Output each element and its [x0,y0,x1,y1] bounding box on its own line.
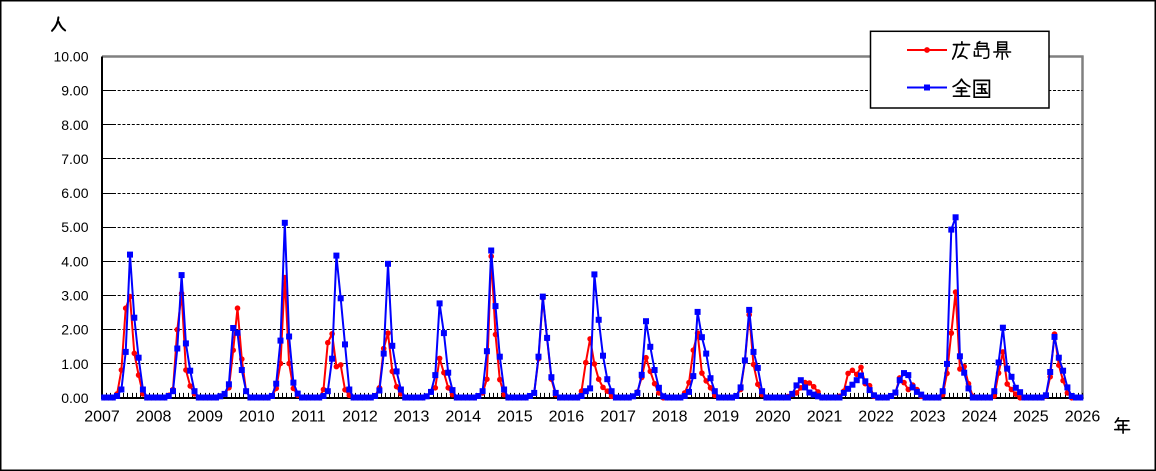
svg-text:8.00: 8.00 [61,117,88,133]
svg-text:2017: 2017 [600,409,636,426]
svg-text:2.00: 2.00 [61,322,88,338]
svg-text:2007: 2007 [84,409,120,426]
svg-text:2012: 2012 [342,409,378,426]
svg-text:5.00: 5.00 [61,219,88,235]
svg-text:6.00: 6.00 [61,185,88,201]
svg-text:2022: 2022 [858,409,894,426]
svg-text:2008: 2008 [136,409,172,426]
svg-text:2009: 2009 [187,409,223,426]
svg-text:2014: 2014 [445,409,481,426]
svg-text:2021: 2021 [807,409,843,426]
svg-text:2025: 2025 [1013,409,1049,426]
svg-text:0.00: 0.00 [61,390,88,406]
svg-text:2023: 2023 [910,409,946,426]
svg-text:2015: 2015 [497,409,533,426]
svg-text:3.00: 3.00 [61,288,88,304]
svg-text:2010: 2010 [239,409,275,426]
svg-text:2013: 2013 [394,409,430,426]
svg-text:1.00: 1.00 [61,356,88,372]
svg-text:2024: 2024 [962,409,998,426]
svg-text:7.00: 7.00 [61,151,88,167]
svg-text:2011: 2011 [291,409,326,426]
svg-text:2016: 2016 [549,409,585,426]
svg-text:2026: 2026 [1065,409,1101,426]
svg-text:2020: 2020 [755,409,791,426]
svg-text:9.00: 9.00 [61,83,88,99]
svg-text:2019: 2019 [704,409,740,426]
svg-text:4.00: 4.00 [61,253,88,269]
svg-text:10.00: 10.00 [53,49,88,65]
svg-text:2018: 2018 [652,409,688,426]
